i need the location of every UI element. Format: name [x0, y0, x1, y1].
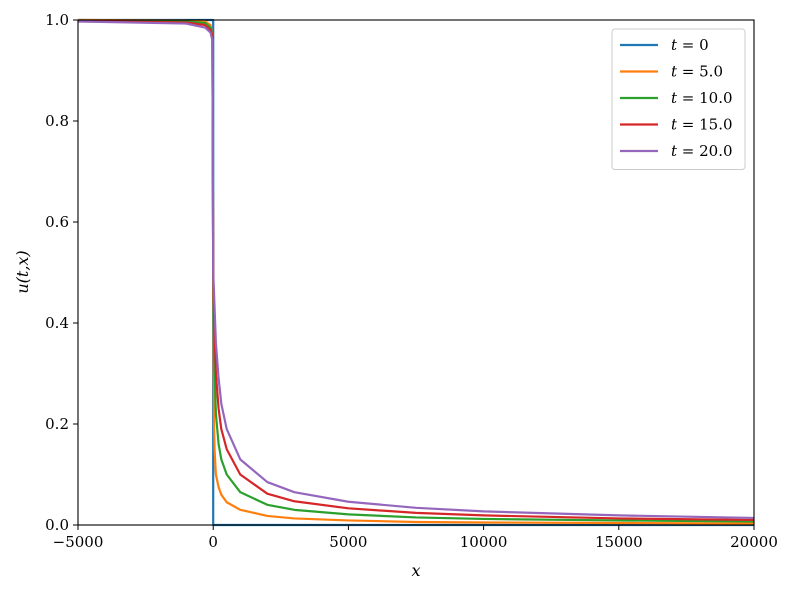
- series-line-3: [77, 19, 755, 522]
- x-axis-label: x: [411, 561, 420, 580]
- legend-box: [611, 28, 746, 170]
- legend-label-2: t = 10.0: [671, 89, 733, 107]
- legend-label-3: t = 15.0: [671, 116, 733, 134]
- y-axis-label: u(t,x): [13, 250, 32, 293]
- y-tick-label: 0.6: [45, 213, 69, 231]
- x-tick-label: 20000: [730, 533, 778, 551]
- x-axis: −5000 0 5000 10000 15000 20000: [53, 525, 778, 551]
- x-tick-label: 15000: [595, 533, 643, 551]
- y-tick-label: 0.2: [45, 415, 69, 433]
- y-tick-label: 0.8: [45, 112, 69, 130]
- legend-label-4: t = 20.0: [671, 142, 733, 160]
- legend-label-0: t = 0: [671, 36, 709, 54]
- x-tick-label: −5000: [53, 533, 104, 551]
- y-tick-label: 0.0: [45, 516, 69, 534]
- x-tick-label: 5000: [329, 533, 367, 551]
- plot-frame: [77, 19, 755, 526]
- series-line-4: [77, 20, 755, 520]
- y-axis: 0.0 0.2 0.4 0.6 0.8 1.0: [45, 11, 78, 534]
- y-tick-label: 0.4: [45, 314, 69, 332]
- legend: t = 0 t = 5.0 t = 10.0 t = 15.0 t = 20.0: [611, 28, 746, 170]
- x-tick-label: 0: [208, 533, 218, 551]
- x-tick-label: 10000: [460, 533, 508, 551]
- series-line-2: [77, 19, 755, 523]
- legend-label-1: t = 5.0: [671, 63, 723, 81]
- y-tick-label: 1.0: [45, 11, 69, 29]
